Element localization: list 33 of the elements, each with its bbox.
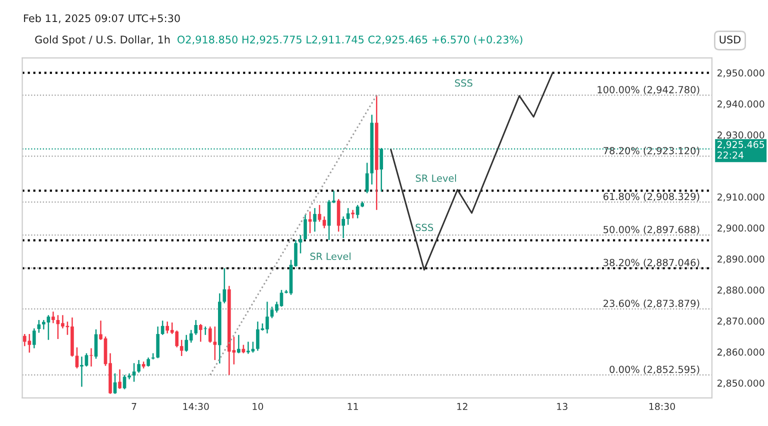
y-tick-label: 2,950.000	[717, 69, 764, 78]
x-tick-label: 7	[132, 403, 136, 410]
y-tick-label: 2,870.000	[717, 318, 764, 326]
y-tick-label: 2,930.000	[717, 131, 764, 140]
ref-line-label: 100.00% (2,942.780)	[598, 86, 700, 94]
x-tick-label: 14:30	[183, 402, 209, 410]
y-tick-label: 2,890.000	[717, 256, 764, 264]
x-tick-label: 12	[457, 402, 468, 410]
x-tick-label: 13	[557, 402, 568, 410]
ref-line-label: 78.20% (2,923.120)	[604, 146, 700, 156]
x-tick-label: 11	[348, 403, 358, 410]
y-tick-label: 2,880.000	[717, 286, 764, 295]
y-tick-label: 2,860.000	[717, 348, 764, 357]
ref-line-label: 23.60% (2,873.879)	[604, 300, 700, 308]
x-tick-label: 18:30	[649, 402, 675, 410]
y-tick-label: 2,925.465 22:24	[717, 140, 764, 159]
y-tick-label: 2,900.000	[717, 224, 764, 233]
chart-subtitle: O2,918.850 H2,925.775 L2,911.745 C2,925.465 +6.570 (+0.23%)	[178, 35, 522, 45]
ref-line-label: 61.80% (2,908.329)	[603, 192, 700, 202]
ref-line-label: 38.20% (2,887.046)	[604, 258, 700, 268]
x-tick-label: 10	[252, 402, 264, 410]
y-tick-label: 2,910.000	[717, 193, 764, 202]
ref-line-label: 50.00% (2,897.688)	[604, 226, 700, 234]
chart-title: Gold Spot / U.S. Dollar, 1h	[35, 35, 170, 46]
text: Feb 11, 2025 09:07 UTC+5:30	[24, 14, 180, 24]
y-tick-label: 2,850.000	[717, 380, 764, 388]
y-tick-label: 2,940.000	[717, 100, 764, 109]
annotation: SSS	[416, 224, 434, 232]
ref-line-label: 0.00% (2,852.595)	[610, 366, 700, 374]
annotation: SR Level	[310, 252, 350, 260]
annotation: SSS	[455, 79, 472, 87]
annotation: SR Level	[416, 174, 456, 182]
text: USD	[720, 36, 741, 44]
